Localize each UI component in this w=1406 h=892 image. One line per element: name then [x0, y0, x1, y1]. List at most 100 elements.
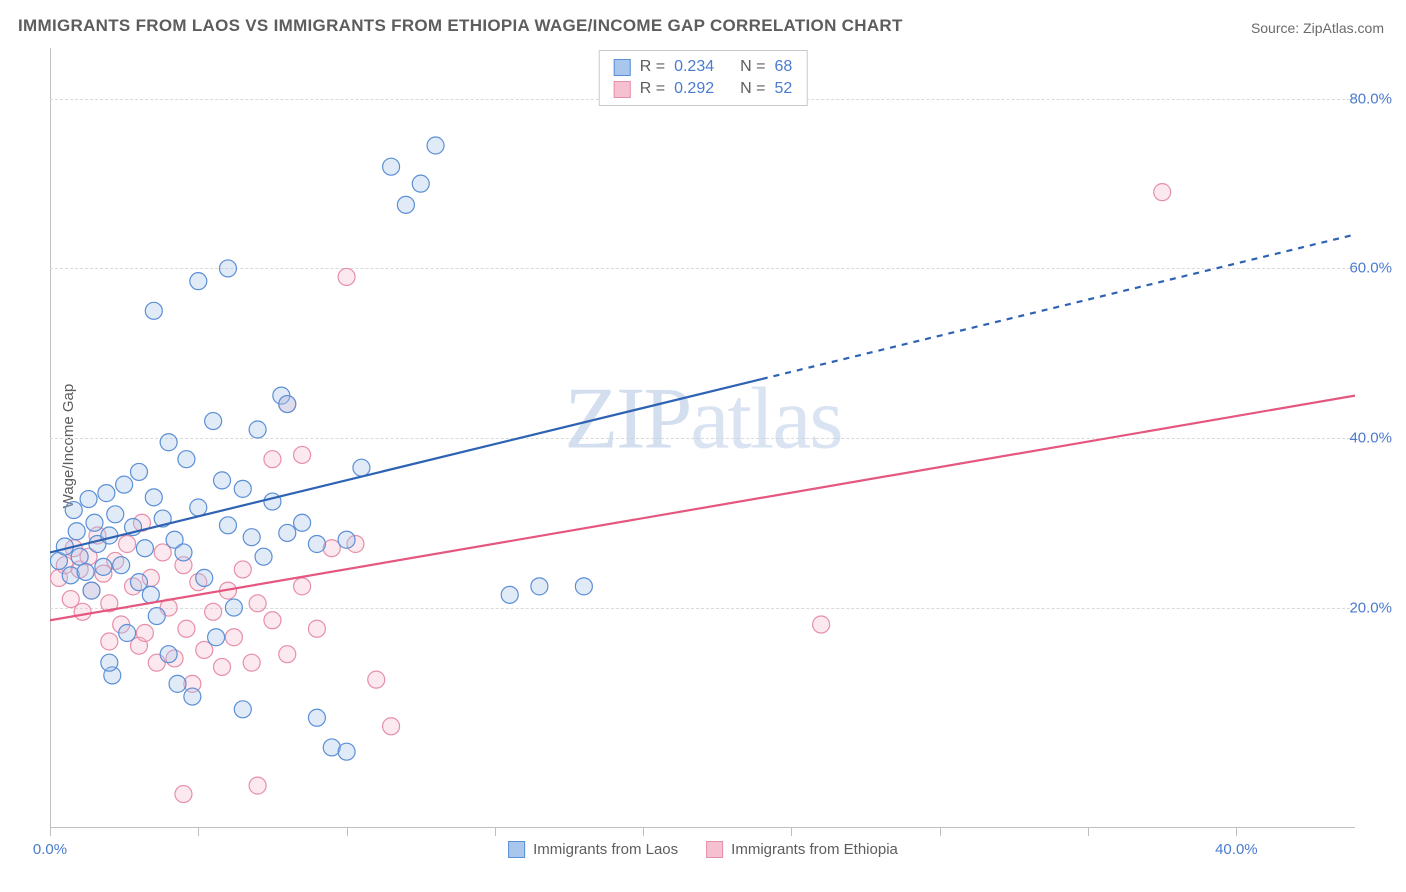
data-point-laos	[383, 158, 400, 175]
series-legend: Immigrants from Laos Immigrants from Eth…	[508, 841, 898, 858]
data-point-laos	[160, 434, 177, 451]
chart-title: IMMIGRANTS FROM LAOS VS IMMIGRANTS FROM …	[18, 16, 903, 36]
data-point-laos	[190, 273, 207, 290]
data-point-laos	[531, 578, 548, 595]
data-point-laos	[397, 196, 414, 213]
data-point-laos	[86, 514, 103, 531]
legend-label-laos: Immigrants from Laos	[533, 841, 678, 858]
source-attribution: Source: ZipAtlas.com	[1251, 20, 1384, 36]
y-tick-label: 80.0%	[1349, 90, 1392, 107]
data-point-laos	[80, 491, 97, 508]
data-point-ethiopia	[234, 561, 251, 578]
data-point-laos	[219, 260, 236, 277]
data-point-ethiopia	[249, 595, 266, 612]
data-point-ethiopia	[264, 451, 281, 468]
data-point-laos	[249, 421, 266, 438]
data-point-laos	[145, 489, 162, 506]
regression-line-ethiopia	[50, 396, 1355, 621]
data-point-laos	[113, 557, 130, 574]
data-point-laos	[208, 629, 225, 646]
n-label: N =	[740, 80, 765, 98]
data-point-laos	[427, 137, 444, 154]
n-value-ethiopia: 52	[774, 80, 792, 98]
data-point-ethiopia	[294, 446, 311, 463]
data-point-laos	[184, 688, 201, 705]
data-point-ethiopia	[225, 629, 242, 646]
data-point-laos	[338, 743, 355, 760]
data-point-laos	[294, 514, 311, 531]
data-point-laos	[119, 625, 136, 642]
data-point-laos	[205, 413, 222, 430]
data-point-laos	[353, 459, 370, 476]
data-point-laos	[279, 524, 296, 541]
r-label: R =	[640, 80, 665, 98]
y-tick-label: 40.0%	[1349, 430, 1392, 447]
x-tick-mark	[1236, 828, 1237, 836]
data-point-ethiopia	[1154, 184, 1171, 201]
legend-item-laos: Immigrants from Laos	[508, 841, 678, 858]
data-point-laos	[501, 586, 518, 603]
data-point-laos	[71, 548, 88, 565]
regression-line-laos	[50, 379, 762, 552]
data-point-laos	[77, 563, 94, 580]
legend-row-laos: R = 0.234 N = 68	[614, 56, 793, 78]
data-point-laos	[264, 493, 281, 510]
x-tick-label: 40.0%	[1215, 841, 1258, 858]
data-point-ethiopia	[813, 616, 830, 633]
x-tick-mark	[347, 828, 348, 836]
x-tick-mark	[643, 828, 644, 836]
data-point-laos	[308, 709, 325, 726]
data-point-laos	[107, 506, 124, 523]
data-point-ethiopia	[243, 654, 260, 671]
scatter-plot	[50, 48, 1355, 828]
data-point-laos	[83, 582, 100, 599]
x-tick-mark	[791, 828, 792, 836]
data-point-laos	[178, 451, 195, 468]
data-point-ethiopia	[214, 658, 231, 675]
data-point-laos	[279, 396, 296, 413]
data-point-ethiopia	[264, 612, 281, 629]
data-point-laos	[130, 463, 147, 480]
data-point-ethiopia	[308, 620, 325, 637]
x-tick-label: 0.0%	[33, 841, 67, 858]
data-point-laos	[234, 480, 251, 497]
legend-item-ethiopia: Immigrants from Ethiopia	[706, 841, 898, 858]
data-point-laos	[196, 569, 213, 586]
n-value-laos: 68	[774, 58, 792, 76]
data-point-laos	[225, 599, 242, 616]
data-point-laos	[338, 531, 355, 548]
data-point-ethiopia	[279, 646, 296, 663]
data-point-ethiopia	[249, 777, 266, 794]
x-tick-mark	[1088, 828, 1089, 836]
data-point-ethiopia	[136, 625, 153, 642]
data-point-laos	[575, 578, 592, 595]
data-point-ethiopia	[338, 268, 355, 285]
swatch-ethiopia	[614, 81, 631, 98]
data-point-laos	[234, 701, 251, 718]
data-point-laos	[145, 302, 162, 319]
data-point-laos	[214, 472, 231, 489]
data-point-laos	[95, 558, 112, 575]
data-point-ethiopia	[175, 786, 192, 803]
data-point-laos	[68, 523, 85, 540]
data-point-ethiopia	[74, 603, 91, 620]
data-point-laos	[65, 502, 82, 519]
data-point-laos	[160, 646, 177, 663]
data-point-laos	[148, 608, 165, 625]
stats-legend: R = 0.234 N = 68 R = 0.292 N = 52	[599, 50, 808, 106]
x-tick-mark	[198, 828, 199, 836]
swatch-laos	[508, 841, 525, 858]
r-value-ethiopia: 0.292	[674, 80, 714, 98]
data-point-laos	[136, 540, 153, 557]
legend-label-ethiopia: Immigrants from Ethiopia	[731, 841, 898, 858]
data-point-laos	[116, 476, 133, 493]
data-point-ethiopia	[294, 578, 311, 595]
data-point-laos	[175, 544, 192, 561]
data-point-laos	[412, 175, 429, 192]
swatch-ethiopia	[706, 841, 723, 858]
data-point-ethiopia	[119, 535, 136, 552]
legend-row-ethiopia: R = 0.292 N = 52	[614, 78, 793, 100]
data-point-laos	[219, 517, 236, 534]
data-point-laos	[255, 548, 272, 565]
x-tick-mark	[50, 828, 51, 836]
